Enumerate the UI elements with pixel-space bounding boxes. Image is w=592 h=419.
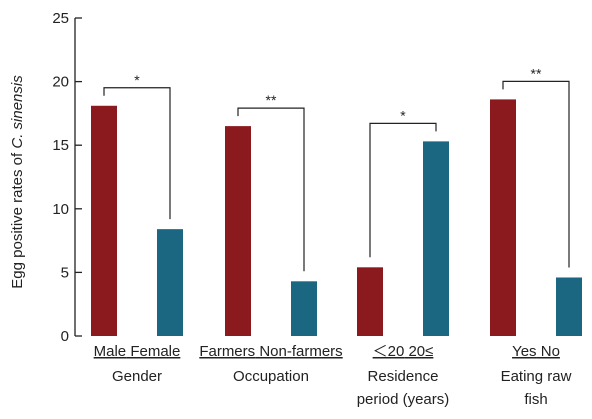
bar bbox=[291, 281, 317, 336]
x-category-labels: Male Female bbox=[94, 343, 181, 360]
significance-label: * bbox=[400, 107, 406, 123]
y-tick-label: 0 bbox=[61, 328, 69, 345]
x-category-labels: ＜20 20≤ bbox=[373, 343, 434, 360]
x-group-title: Occupation bbox=[233, 368, 309, 385]
significance-bracket bbox=[237, 107, 305, 272]
x-group-title: period (years) bbox=[357, 391, 450, 408]
x-tick-label: 20≤ bbox=[404, 343, 433, 360]
y-tick-label: 20 bbox=[52, 74, 69, 91]
y-tick-label: 15 bbox=[52, 137, 69, 154]
bar bbox=[490, 99, 516, 337]
x-group-title: Eating raw bbox=[501, 368, 572, 385]
significance-label: ** bbox=[266, 92, 277, 108]
x-tick-label: Yes bbox=[512, 343, 536, 360]
x-tick-label: No bbox=[537, 343, 560, 360]
bar bbox=[225, 126, 251, 337]
x-tick-label: ＜20 bbox=[373, 343, 405, 360]
bar bbox=[556, 277, 582, 336]
y-axis-label: Egg positive rates of C. sinensis bbox=[9, 75, 26, 289]
significance-label: ** bbox=[531, 65, 542, 81]
x-group-title: Residence bbox=[368, 368, 439, 385]
y-tick-label: 5 bbox=[61, 264, 69, 281]
y-tick-label: 25 bbox=[52, 10, 69, 27]
significance-bracket bbox=[103, 87, 171, 220]
x-category-labels: Yes No bbox=[512, 343, 560, 360]
x-tick-label: Farmers bbox=[199, 343, 255, 360]
x-group-title: fish bbox=[524, 391, 547, 408]
x-group-title: Gender bbox=[112, 368, 162, 385]
bar bbox=[357, 267, 383, 336]
x-tick-label: Non-farmers bbox=[255, 343, 343, 360]
x-tick-label: Male bbox=[94, 343, 127, 360]
bar bbox=[157, 229, 183, 336]
y-axis-label-prefix: Egg positive rates of bbox=[9, 149, 26, 289]
significance-label: * bbox=[134, 72, 140, 88]
y-tick-label: 10 bbox=[52, 201, 69, 218]
bar bbox=[423, 141, 449, 336]
y-axis-label-species: C. sinensis bbox=[9, 75, 26, 149]
significance-bracket bbox=[369, 122, 437, 258]
x-tick-label: Female bbox=[126, 343, 180, 360]
significance-bracket bbox=[502, 80, 570, 268]
bar bbox=[91, 105, 117, 336]
x-category-labels: Farmers Non-farmers bbox=[199, 343, 342, 360]
